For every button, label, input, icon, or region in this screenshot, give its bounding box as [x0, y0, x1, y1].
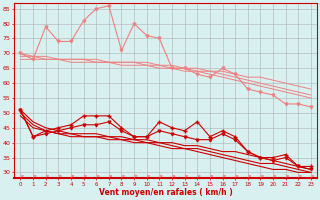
X-axis label: Vent moyen/en rafales ( km/h ): Vent moyen/en rafales ( km/h )	[99, 188, 233, 197]
